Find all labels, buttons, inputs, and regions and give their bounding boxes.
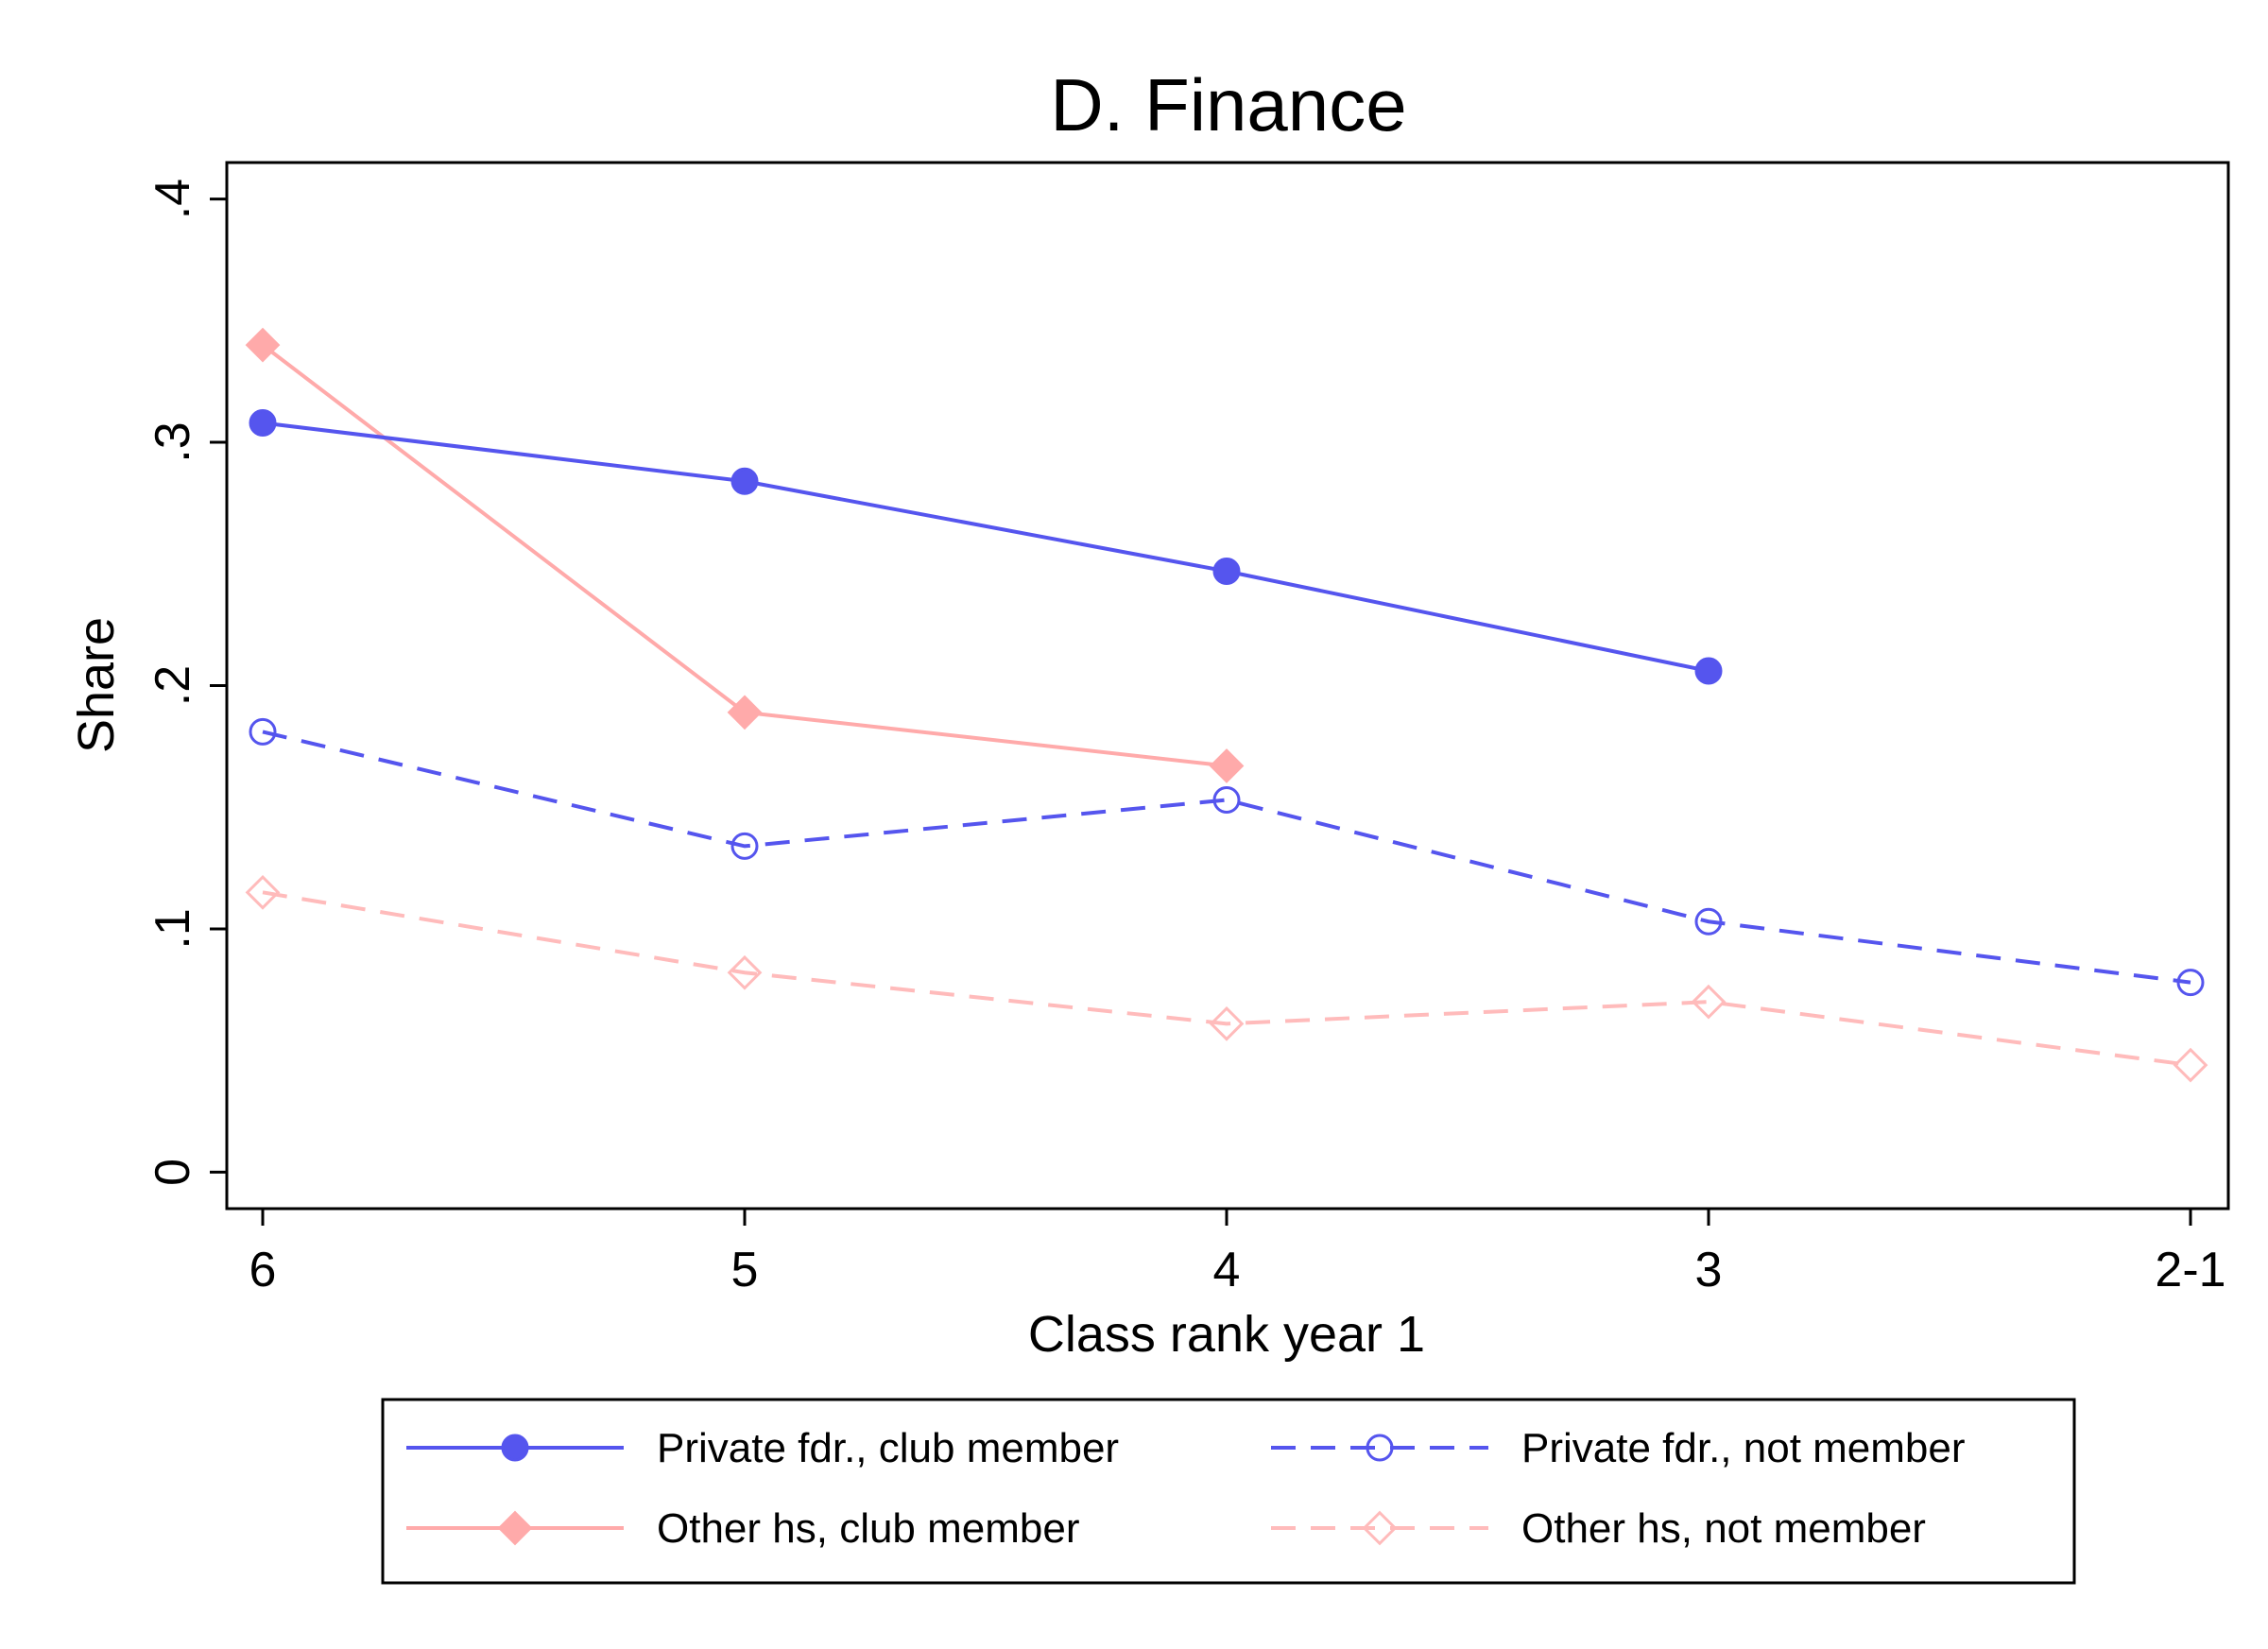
y-tick-label: 0 [146,1159,200,1186]
series-1 [249,717,2205,997]
data-point [1691,984,1727,1020]
data-point [1209,1005,1245,1041]
legend-box [381,1398,2076,1585]
y-tick-label: .3 [146,421,200,462]
data-point [2176,969,2205,997]
x-tick-label: 3 [1695,1243,1723,1297]
y-tick-label: .4 [146,179,200,219]
data-point [245,327,281,363]
data-point [730,832,759,860]
series-0 [249,408,1723,685]
legend-marker [497,1510,533,1546]
legend-item: Private fdr., not member [1271,1425,1966,1471]
y-tick-label: .2 [146,665,200,706]
data-point [727,695,763,730]
legend-label: Other hs, not member [1521,1505,1926,1552]
y-axis-label: Share [68,617,125,753]
legend-item: Other hs, not member [1271,1505,1926,1552]
y-tick-label: .1 [146,908,200,949]
series-3 [245,874,2208,1083]
data-point [2173,1047,2208,1083]
legend: Private fdr., club member Private fdr., n… [381,1398,2076,1585]
x-tick-label: 2-1 [2155,1243,2225,1297]
data-point [1212,558,1241,586]
data-point [249,408,277,437]
legend-label: Private fdr., not member [1521,1425,1966,1471]
series-line [262,421,1710,674]
y-axis: 0 .1 .2 .3 .4 [146,179,227,1186]
legend-item: Private fdr., club member [406,1425,1119,1471]
legend-marker [501,1434,529,1462]
x-tick-label: 6 [249,1243,277,1297]
legend-marker [1362,1510,1398,1546]
x-axis-label: Class rank year 1 [1028,1306,1425,1363]
data-point [727,954,763,990]
legend-label: Other hs, club member [657,1505,1080,1552]
legend-marker [1366,1434,1394,1462]
x-axis: 6 5 4 3 2-1 [249,1209,2226,1297]
data-point [249,717,277,746]
data-point [1694,907,1723,936]
series-2 [245,327,1245,783]
x-tick-label: 4 [1213,1243,1241,1297]
series-line [262,890,2191,1068]
legend-item: Other hs, club member [406,1505,1080,1552]
data-point [730,467,759,495]
data-point [1209,748,1245,783]
x-tick-label: 5 [731,1243,759,1297]
legend-label: Private fdr., club member [657,1425,1119,1471]
series-line [262,730,2191,985]
plot-area [225,161,2230,1211]
data-point [245,874,281,910]
series-layer [245,327,2208,1083]
data-point [1694,657,1723,685]
data-point [1212,785,1241,814]
chart-title: D. Finance [1050,63,1406,146]
